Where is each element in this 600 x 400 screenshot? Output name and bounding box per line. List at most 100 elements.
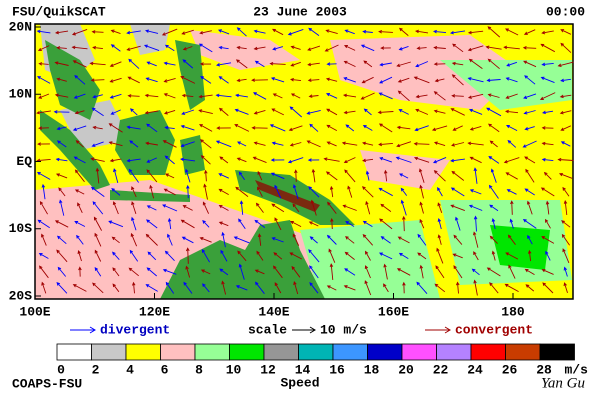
wind-arrow: [489, 140, 498, 148]
wind-arrow: [433, 141, 446, 147]
highlands: [255, 180, 320, 212]
lat-label: EQ: [16, 154, 32, 169]
wind-arrow: [326, 108, 338, 116]
wind-arrow: [56, 235, 67, 245]
wind-arrow: [364, 280, 372, 296]
wind-arrow: [164, 125, 175, 130]
colorbar-swatch: [263, 343, 299, 361]
wind-arrow: [487, 58, 500, 70]
wind-arrow: [110, 109, 121, 115]
wind-arrow: [344, 29, 355, 35]
wind-arrow: [398, 27, 409, 36]
wind-arrow: [504, 283, 519, 292]
wind-arrow: [486, 267, 501, 277]
wind-arrow: [145, 284, 158, 292]
wind-arrow: [325, 29, 338, 35]
wind-arrow: [452, 253, 463, 259]
wind-arrow: [545, 200, 550, 215]
wind-arrow: [505, 93, 518, 99]
wind-arrow: [418, 168, 425, 183]
wind-arrow: [510, 200, 514, 215]
wind-arrow: [235, 59, 248, 69]
wind-arrow: [163, 61, 176, 66]
lat-label: 20N: [9, 19, 32, 34]
wind-arrow: [254, 219, 266, 228]
colorbar-swatch: [125, 343, 161, 361]
wind-arrow: [362, 124, 373, 131]
wind-arrow: [363, 60, 373, 68]
wind-arrow: [74, 221, 86, 227]
wind-arrow: [396, 125, 411, 130]
land-sumatra: [40, 110, 110, 190]
wind-arrow: [326, 141, 337, 147]
wind-arrow: [290, 61, 301, 67]
wind-arrow: [343, 157, 356, 164]
wind-arrow: [398, 109, 409, 115]
colorbar-tick-label: 28: [536, 362, 552, 377]
wind-arrow: [545, 218, 551, 229]
wind-arrow: [363, 108, 372, 116]
wind-arrow: [290, 45, 301, 50]
colorbar-swatch: [332, 343, 368, 361]
bright-green-patch: [490, 225, 550, 270]
wind-arrow: [73, 93, 86, 99]
wind-arrow: [108, 123, 123, 133]
wind-arrow: [290, 77, 302, 82]
wind-arrow: [308, 94, 319, 98]
wind-arrow: [270, 158, 285, 162]
wind-arrow: [56, 126, 67, 131]
wind-arrow: [545, 250, 551, 261]
wind-arrow: [185, 168, 191, 183]
wind-arrow: [539, 92, 556, 100]
wind-arrow: [94, 249, 102, 262]
wind-arrow: [38, 253, 49, 259]
wind-arrow: [126, 45, 141, 51]
wind-arrow: [161, 28, 178, 36]
wind-arrow: [560, 78, 571, 83]
wind-arrow: [131, 201, 137, 215]
wind-arrow: [145, 77, 158, 83]
colorbar-swatch: [56, 343, 92, 361]
wind-arrow: [253, 29, 266, 34]
wind-arrow: [486, 78, 501, 83]
wind-arrow: [274, 184, 282, 199]
wind-arrow: [561, 220, 571, 228]
wind-arrow: [218, 205, 229, 211]
wind-arrow: [383, 263, 388, 280]
wind-arrow: [452, 43, 464, 53]
wind-arrow: [378, 142, 393, 147]
wind-arrow: [450, 204, 465, 212]
wind-arrow: [347, 185, 353, 198]
wind-arrow: [271, 28, 284, 36]
wind-arrow: [273, 265, 283, 279]
wind-arrow: [560, 141, 571, 147]
wind-arrow: [437, 234, 442, 245]
wind-arrow: [201, 248, 210, 263]
wind-arrow: [383, 283, 389, 293]
wind-arrow: [343, 60, 356, 68]
wind-arrow: [292, 203, 300, 213]
wind-arrow: [37, 45, 50, 51]
wind-arrow: [468, 108, 483, 115]
wind-arrow: [163, 188, 176, 196]
wind-arrow: [309, 281, 319, 294]
wind-arrow: [415, 94, 428, 99]
wind-arrow: [55, 30, 69, 35]
wind-arrow: [451, 61, 464, 66]
wind-arrow: [523, 60, 537, 68]
wind-arrow: [94, 232, 102, 247]
wind-arrow: [185, 265, 191, 278]
wind-arrow: [180, 124, 195, 131]
pink-patch: [360, 150, 450, 190]
wind-arrow: [450, 30, 466, 35]
colorbar-swatch: [298, 343, 334, 361]
wind-arrow: [450, 108, 465, 116]
wind-arrow: [327, 201, 337, 214]
wind-arrow: [415, 29, 429, 34]
wind-arrow: [291, 265, 301, 278]
wind-arrow: [220, 249, 228, 262]
wind-arrow: [56, 249, 68, 263]
colorbar-tick-label: 22: [433, 362, 449, 377]
wind-arrow: [145, 233, 158, 246]
wind-arrow: [507, 234, 516, 245]
